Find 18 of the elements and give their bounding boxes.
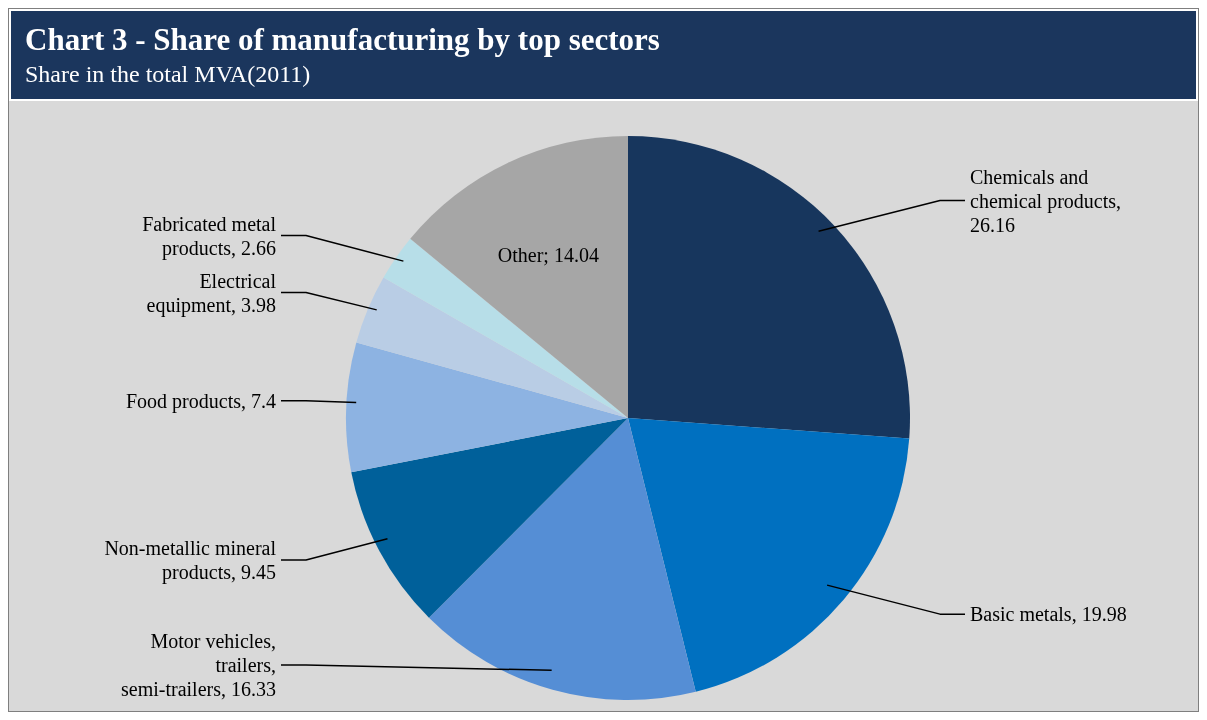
pie-slice [383,238,628,418]
slice-label: Fabricated metal products, 2.66 [142,212,277,260]
slice-label: Electrical equipment, 3.98 [146,269,277,317]
pie-slice [410,136,628,418]
chart-subtitle: Share in the total MVA(2011) [25,60,312,89]
pie-slice [351,418,628,618]
slice-label: Non-metallic mineral products, 9.45 [104,536,277,584]
pie-slice [428,418,696,700]
slice-label: Basic metals, 19.98 [970,603,1127,626]
slice-label: Food products, 7.4 [126,389,276,413]
chart-title: Chart 3 - Share of manufacturing by top sectors [25,21,661,59]
pie-slice [628,418,910,692]
pie-slice [356,277,628,418]
pie-slice [346,342,628,473]
slice-label: Other; 14.04 [497,243,599,266]
slice-label: Motor vehicles, trailers, semi-trailers, 16.33 [121,630,276,700]
pie-slice [628,136,910,439]
slice-label: Chemicals and chemical products, 26.16 [970,165,1122,236]
